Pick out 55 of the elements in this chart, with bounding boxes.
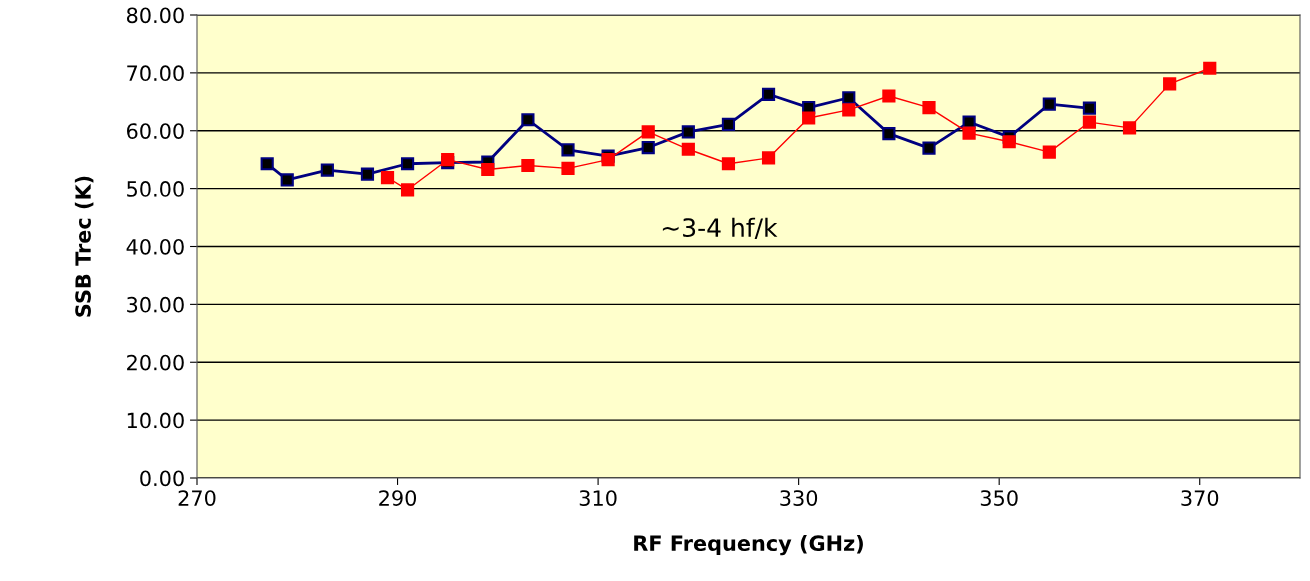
point [1203, 61, 1217, 75]
point [400, 157, 415, 171]
point [521, 113, 535, 127]
y-tick-label: 60.00 [127, 123, 184, 139]
y-tick-label: 20.00 [127, 354, 184, 371]
x-tick-label: 370 [1181, 490, 1219, 506]
point [380, 171, 395, 185]
point [1122, 121, 1137, 135]
point [481, 162, 495, 177]
point [1082, 101, 1097, 115]
point [561, 161, 575, 175]
point [922, 141, 936, 155]
y-tick-label: 30.00 [127, 296, 184, 313]
point [681, 142, 695, 156]
point [721, 157, 736, 171]
point [641, 125, 655, 139]
y-tick-label: 10.00 [127, 412, 184, 429]
y-axis-title: SSB Trec (K) [74, 176, 94, 317]
x-axis-title: RF Frequency (GHz) [634, 534, 863, 556]
point [882, 127, 896, 141]
point [641, 140, 655, 155]
point [521, 158, 535, 173]
point [802, 111, 816, 125]
y-tick-label: 40.00 [126, 238, 184, 255]
point [1042, 97, 1056, 111]
y-tick-label: 50.00 [127, 181, 184, 197]
point [360, 167, 375, 181]
point [400, 183, 415, 197]
point [842, 91, 856, 105]
point [1042, 145, 1056, 159]
point [962, 126, 976, 140]
point [561, 143, 575, 157]
x-tick-label: 350 [980, 490, 1018, 506]
point [1002, 135, 1016, 149]
point [842, 103, 856, 117]
x-tick-label: 330 [780, 490, 818, 506]
point [280, 173, 294, 187]
point [260, 157, 274, 171]
x-tick-label: 310 [579, 490, 617, 506]
point [601, 153, 615, 167]
point [761, 151, 776, 165]
point [721, 117, 736, 131]
point [681, 125, 695, 139]
point [1163, 77, 1177, 91]
y-tick-label: 70.00 [127, 65, 184, 82]
point [1082, 115, 1097, 129]
point [761, 87, 776, 101]
point [882, 89, 896, 103]
y-tick-label: 0.00 [140, 470, 184, 487]
y-tick-label: 80.00 [126, 7, 184, 24]
point [922, 101, 936, 115]
annotation: ~3-4 hf/k [662, 217, 778, 240]
x-tick-label: 290 [379, 490, 417, 506]
point [320, 163, 334, 177]
x-tick-label: 270 [178, 490, 216, 506]
